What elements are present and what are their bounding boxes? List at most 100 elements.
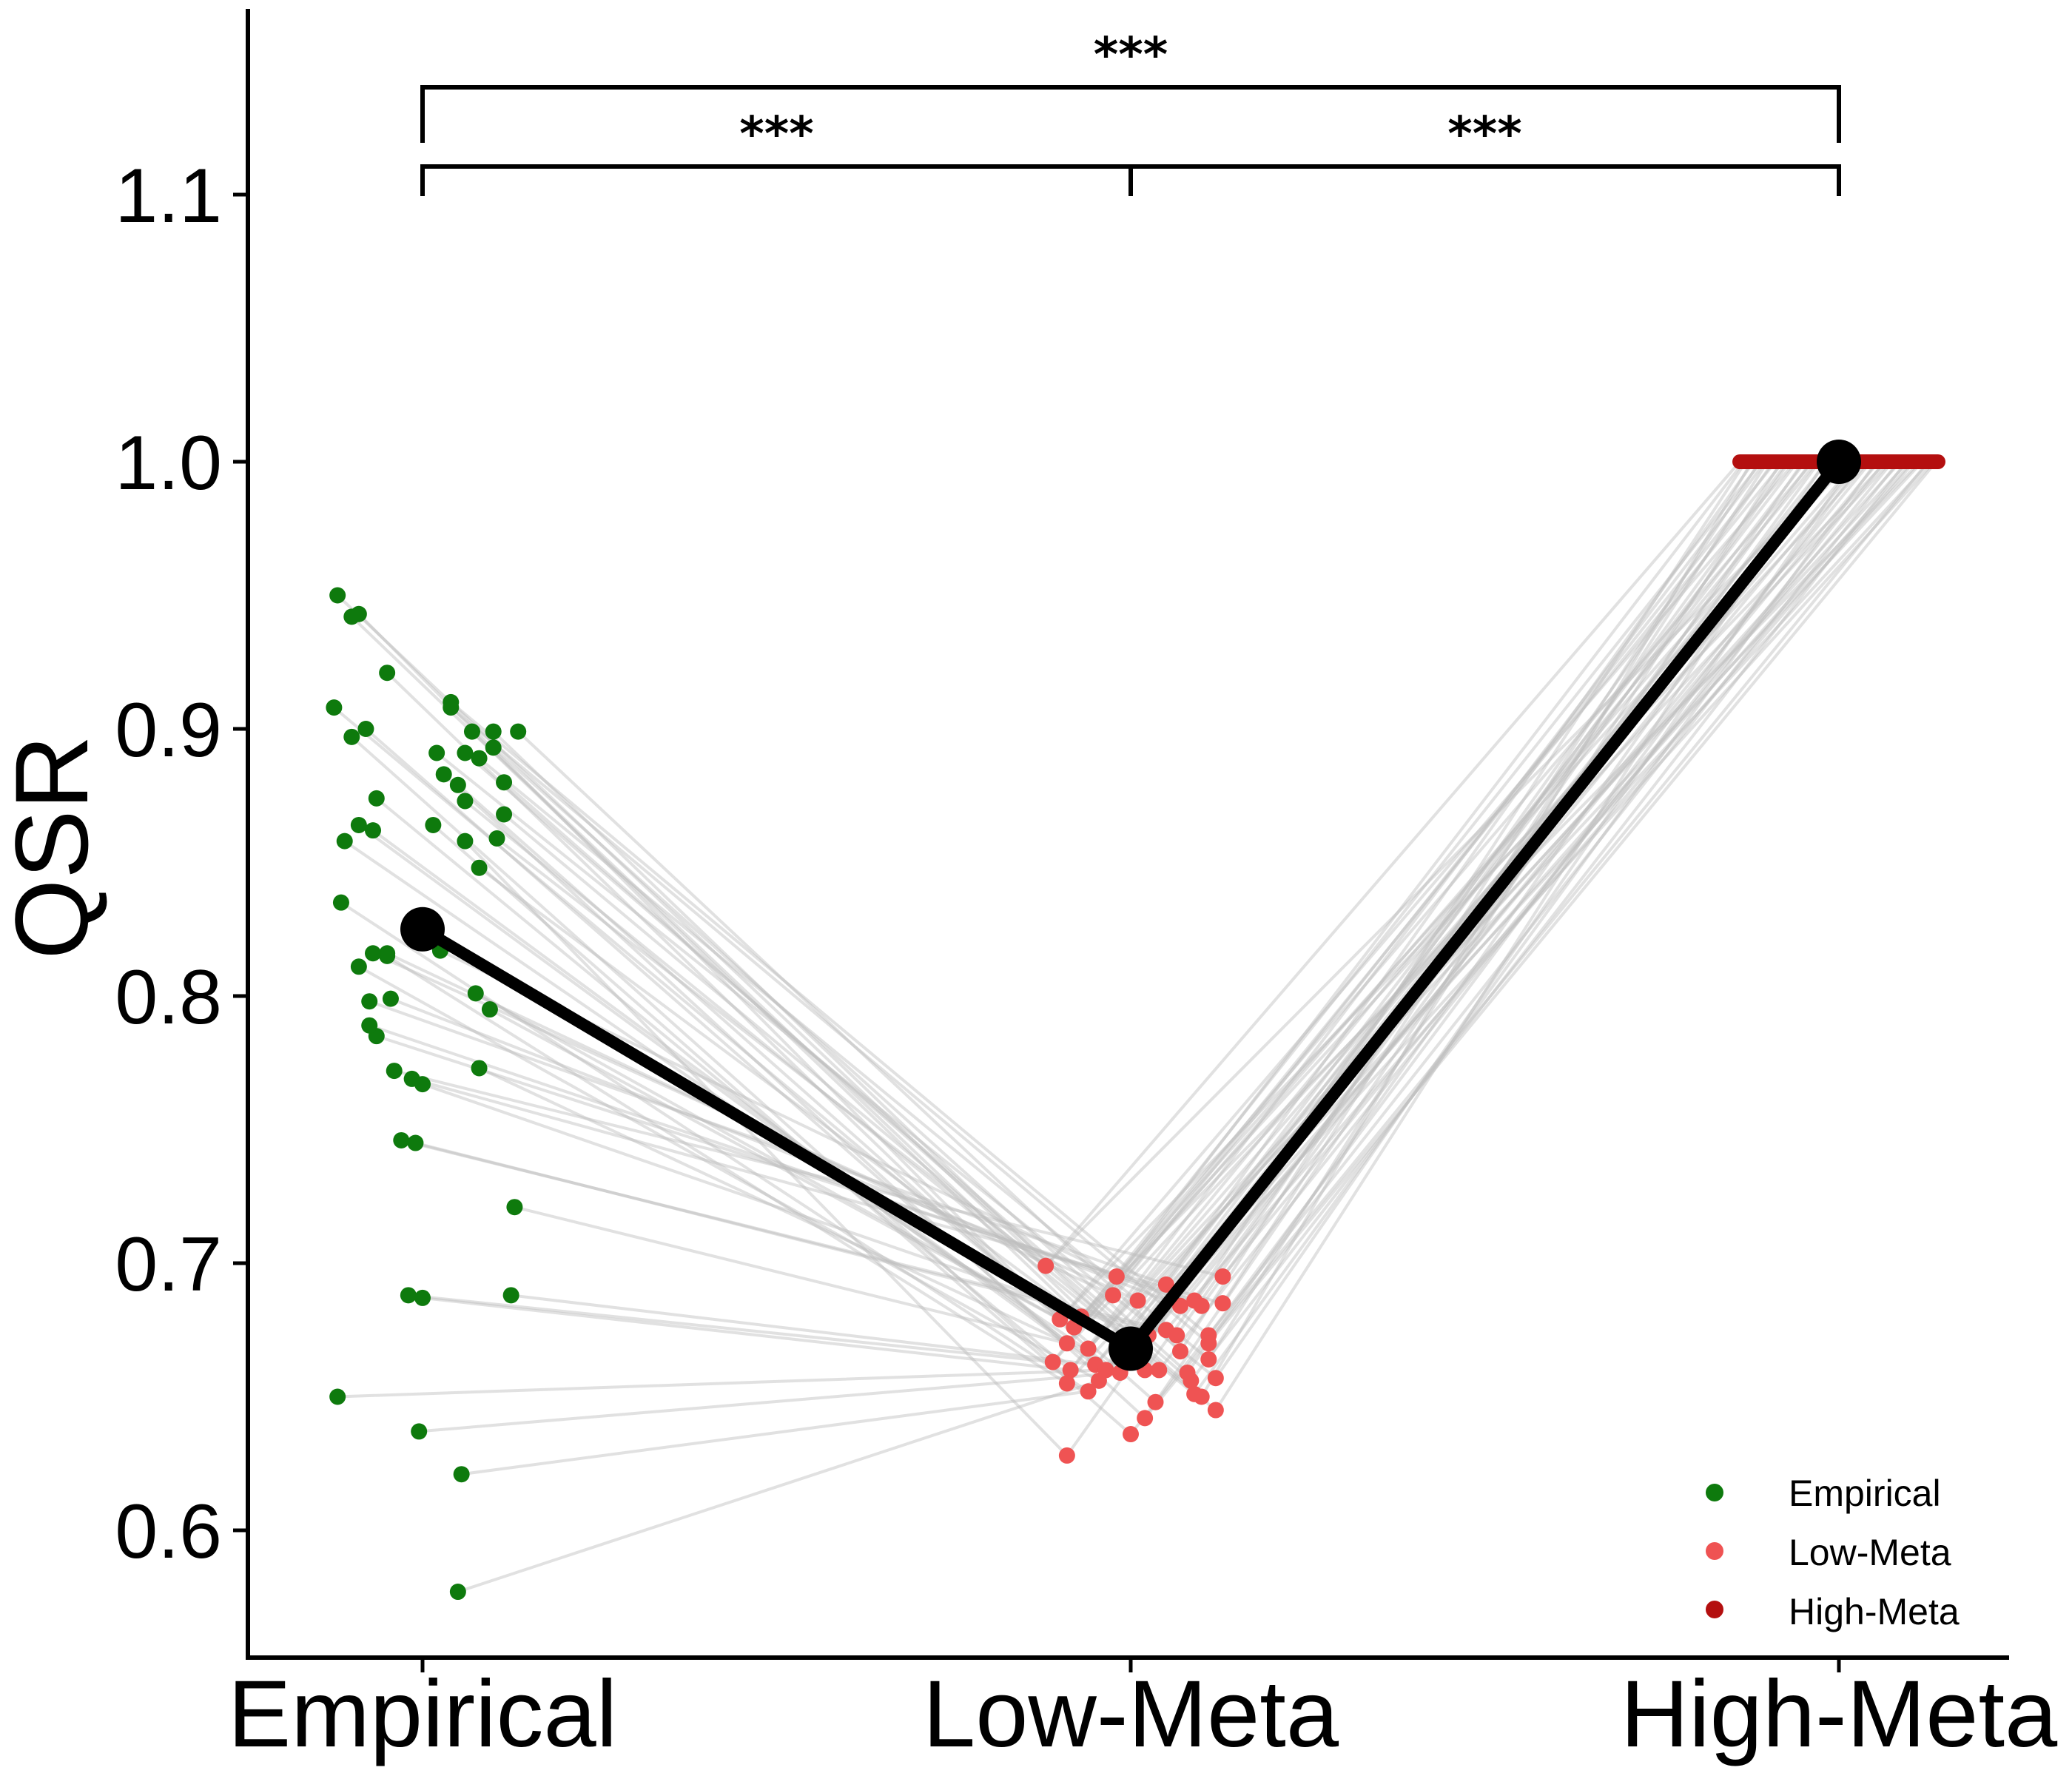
mean-point [1817, 440, 1861, 484]
empirical-points [326, 587, 527, 1601]
legend-marker-low-meta [1706, 1542, 1723, 1560]
significance-bracket [420, 164, 1133, 196]
legend-marker-empirical [1706, 1484, 1723, 1501]
empirical-point [449, 776, 466, 793]
legend-label-high-meta: High-Meta [1789, 1591, 1960, 1632]
low-meta-point [1171, 1343, 1188, 1360]
significance-label: *** [739, 107, 813, 162]
empirical-point [449, 1584, 466, 1601]
low-meta-point [1108, 1268, 1125, 1285]
paired-lines [333, 460, 1937, 1593]
empirical-point [496, 774, 513, 791]
legend-marker-high-meta [1706, 1601, 1723, 1618]
low-meta-point [1200, 1335, 1217, 1352]
axes: 0.6 0.7 0.8 0.9 1.0 1.1 Empirical Low-Meta High-… [115, 9, 2058, 1767]
empirical-point [357, 721, 374, 737]
empirical-point [481, 1001, 498, 1018]
low-meta-point [1193, 1388, 1210, 1405]
low-meta-point [1080, 1340, 1097, 1357]
empirical-point [471, 750, 488, 767]
legend: Empirical Low-Meta High-Meta [1706, 1473, 1960, 1632]
mean-point [400, 906, 445, 952]
low-meta-point [1058, 1335, 1075, 1352]
empirical-point [368, 790, 385, 807]
empirical-point [350, 816, 367, 833]
y-tick-label: 0.8 [115, 955, 222, 1040]
low-meta-point [1058, 1375, 1075, 1392]
empirical-point [329, 1388, 346, 1405]
pair-line [343, 460, 1880, 1375]
low-meta-point [1207, 1402, 1224, 1419]
low-meta-point [1129, 1292, 1146, 1309]
empirical-point [457, 793, 474, 810]
empirical-point [485, 723, 502, 740]
y-axis-title: QSR [0, 735, 110, 959]
empirical-point [336, 832, 353, 850]
low-meta-point [1151, 1362, 1168, 1379]
empirical-point [496, 806, 513, 823]
empirical-point [382, 990, 399, 1007]
mean-point [1109, 1326, 1153, 1371]
empirical-point [435, 766, 452, 783]
low-meta-point [1062, 1362, 1079, 1379]
low-meta-point [1090, 1372, 1107, 1389]
y-tick-label: 1.1 [115, 153, 222, 239]
legend-label-low-meta: Low-Meta [1789, 1532, 1951, 1573]
low-meta-point [1168, 1327, 1185, 1344]
y-tick-label: 0.6 [115, 1489, 222, 1575]
empirical-point [350, 958, 367, 975]
empirical-point [428, 744, 445, 761]
x-tick-label: Low-Meta [923, 1661, 1339, 1767]
significance-bracket [1128, 164, 1841, 196]
empirical-point [329, 587, 346, 604]
low-meta-point [1044, 1353, 1061, 1370]
empirical-point [386, 1063, 403, 1080]
empirical-point [379, 665, 396, 682]
y-tick-label: 0.9 [115, 687, 222, 773]
significance-bracket [420, 85, 1841, 143]
empirical-point [471, 1060, 488, 1077]
low-meta-point [1214, 1295, 1231, 1312]
empirical-point [463, 723, 480, 740]
empirical-point [506, 1199, 523, 1216]
low-meta-point [1207, 1370, 1224, 1387]
significance-label: *** [1094, 28, 1168, 83]
empirical-point [425, 816, 442, 833]
pair-line [517, 460, 1761, 1354]
empirical-point [361, 993, 378, 1010]
empirical-point [350, 605, 367, 622]
y-tick-label: 1.0 [115, 420, 222, 506]
empirical-point [365, 822, 382, 839]
low-meta-point [1193, 1297, 1210, 1314]
empirical-point [471, 859, 488, 876]
low-meta-point [1214, 1268, 1231, 1285]
y-tick-label: 0.7 [115, 1222, 222, 1308]
low-meta-point [1147, 1393, 1164, 1410]
empirical-point [365, 945, 382, 962]
empirical-point [361, 1017, 378, 1034]
empirical-point [485, 739, 502, 756]
empirical-point [393, 1131, 410, 1148]
empirical-point [407, 1134, 424, 1151]
empirical-point [332, 894, 349, 911]
empirical-point [326, 699, 343, 716]
pair-line [474, 460, 1797, 1322]
low-meta-point [1080, 1383, 1097, 1400]
significance-brackets: *** *** *** [420, 28, 1841, 196]
pair-line [350, 460, 1785, 1365]
empirical-point [414, 1289, 431, 1306]
empirical-point [400, 1287, 417, 1304]
low-meta-point [1058, 1447, 1075, 1464]
empirical-point [467, 985, 484, 1002]
significance-label: *** [1447, 107, 1521, 162]
mean-series [400, 440, 1861, 1371]
low-meta-point [1105, 1287, 1122, 1304]
low-meta-point [1183, 1372, 1200, 1389]
low-meta-point [1200, 1350, 1217, 1368]
low-meta-point [1037, 1257, 1054, 1274]
empirical-point [457, 832, 474, 850]
empirical-point [443, 699, 460, 716]
low-meta-point [1137, 1410, 1154, 1427]
pair-line [492, 460, 1834, 1376]
